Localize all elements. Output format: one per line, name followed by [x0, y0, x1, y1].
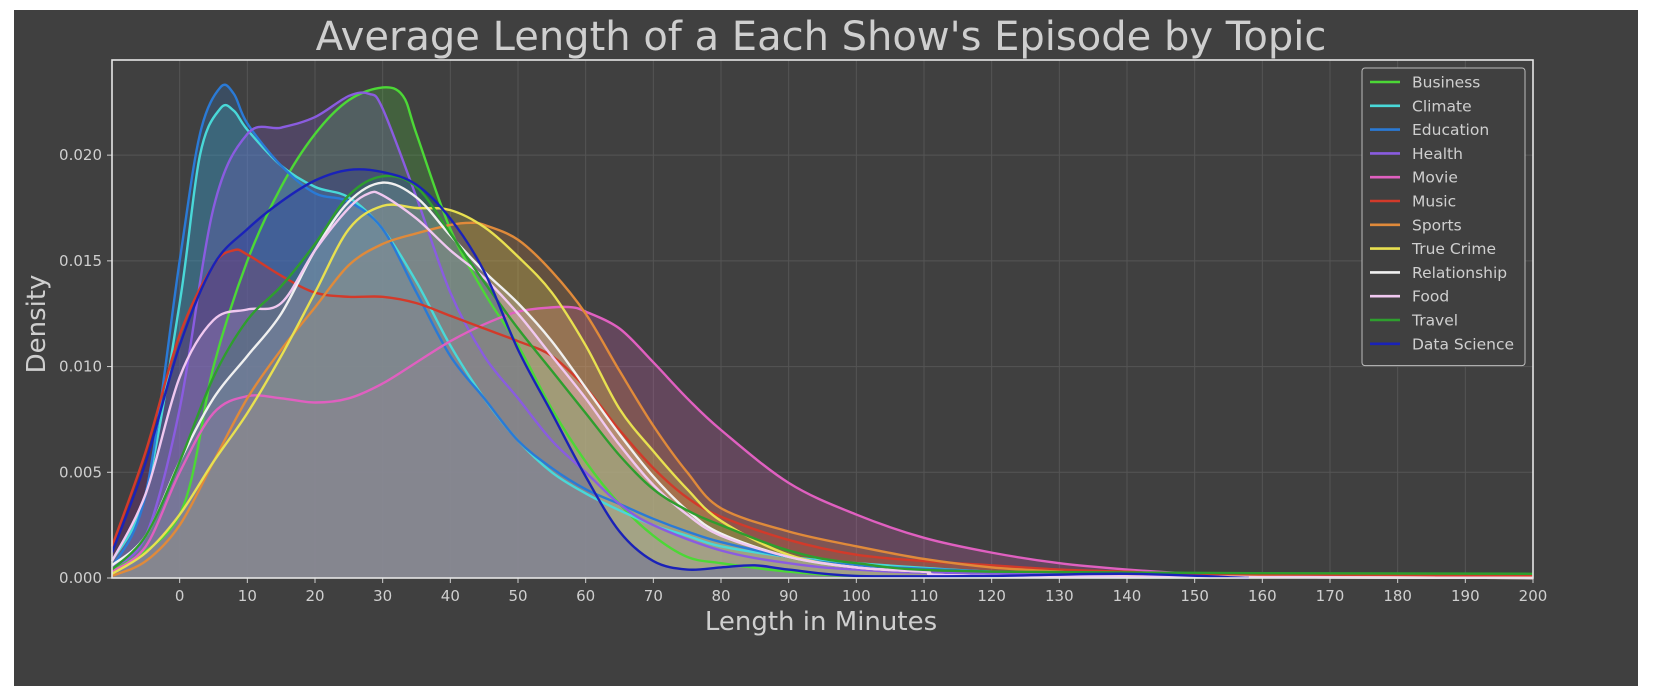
x-axis-label: Length in Minutes	[705, 607, 937, 637]
x-tick-label: 120	[977, 587, 1006, 605]
density-chart-svg: Average Length of a Each Show's Episode …	[22, 14, 1548, 637]
legend-label-sports: Sports	[1412, 216, 1462, 234]
legend-box	[1361, 67, 1526, 367]
line-health	[111, 91, 1534, 580]
y-tick-label: 0.020	[59, 146, 102, 164]
x-tick-label: 80	[711, 587, 730, 605]
line-data-science	[110, 168, 1249, 580]
y-tick-label: 0.000	[59, 569, 102, 587]
area-business	[112, 87, 1533, 578]
legend-label-movie: Movie	[1412, 169, 1458, 187]
area-data-science	[112, 169, 1249, 578]
legend-label-business: Business	[1412, 74, 1480, 92]
x-tick-label: 140	[1113, 587, 1142, 605]
x-tick-label: 0	[175, 587, 185, 605]
x-tick-label: 110	[910, 587, 939, 605]
legend-label-true-crime: True Crime	[1411, 240, 1496, 258]
y-tick-label: 0.010	[59, 358, 102, 376]
y-axis-label: Density	[22, 275, 52, 374]
y-tick-label: 0.015	[59, 252, 102, 270]
x-tick-label: 90	[779, 587, 798, 605]
line-food	[110, 190, 1534, 580]
x-tick-label: 10	[238, 587, 257, 605]
x-tick-label: 180	[1383, 587, 1412, 605]
y-tick-label: 0.005	[59, 463, 102, 481]
area-true-crime	[112, 204, 1533, 578]
x-tick-label: 70	[644, 587, 663, 605]
chart-title: Average Length of a Each Show's Episode …	[316, 14, 1327, 60]
x-tick-label: 170	[1316, 587, 1345, 605]
x-tick-label: 150	[1180, 587, 1209, 605]
area-education	[112, 84, 1533, 578]
x-tick-label: 160	[1248, 587, 1277, 605]
legend-label-food: Food	[1412, 288, 1449, 306]
plot-frame	[111, 59, 1534, 579]
x-tick-label: 50	[508, 587, 527, 605]
chart: Average Length of a Each Show's Episode …	[14, 10, 1638, 686]
x-tick-label: 30	[373, 587, 392, 605]
legend-label-music: Music	[1412, 193, 1456, 211]
x-tick-label: 200	[1519, 587, 1548, 605]
x-tick-label: 130	[1045, 587, 1074, 605]
area-food	[112, 191, 1533, 579]
x-tick-label: 40	[441, 587, 460, 605]
legend-label-travel: Travel	[1411, 312, 1458, 330]
x-tick-label: 60	[576, 587, 595, 605]
area-travel	[112, 175, 1533, 578]
area-relationship	[112, 182, 1533, 579]
line-sports	[111, 221, 1534, 580]
area-sports	[112, 222, 1533, 578]
legend-label-relationship: Relationship	[1412, 264, 1507, 282]
legend-label-education: Education	[1412, 121, 1489, 139]
legend-label-health: Health	[1412, 145, 1463, 163]
x-tick-label: 190	[1451, 587, 1480, 605]
legend-label-climate: Climate	[1412, 97, 1472, 115]
x-tick-label: 100	[842, 587, 871, 605]
line-travel	[111, 174, 1534, 575]
x-tick-label: 20	[305, 587, 324, 605]
area-climate	[112, 105, 1533, 578]
legend-label-data-science: Data Science	[1412, 335, 1514, 353]
area-health	[112, 92, 1533, 578]
